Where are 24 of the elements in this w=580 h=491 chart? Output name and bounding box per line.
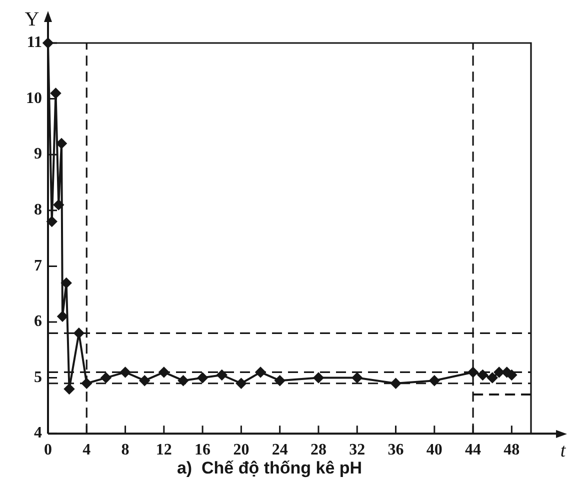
x-tick-label: 28: [310, 441, 326, 458]
x-tick-label: 0: [44, 441, 52, 458]
y-tick-label: 6: [34, 313, 42, 330]
y-tick-label: 4: [34, 424, 42, 442]
x-tick-label: 8: [121, 441, 130, 458]
x-tick-label: 16: [194, 441, 211, 458]
y-tick-label: 7: [34, 257, 42, 274]
x-tick-label: 20: [233, 441, 250, 458]
x-tick-label: 40: [426, 441, 442, 458]
x-tick-label: 4: [82, 441, 91, 458]
text: a) Chế độ thống kê pH: [176, 458, 362, 478]
y-tick-label: 8: [34, 202, 42, 219]
y-tick-label: 9: [34, 146, 42, 163]
y-tick-label: 10: [26, 90, 42, 107]
y-axis-title: Y: [24, 8, 40, 30]
x-tick-label: 44: [465, 441, 482, 458]
x-tick-label: 24: [272, 441, 288, 458]
x-tick-label: 32: [349, 441, 366, 458]
x-tick-label: 36: [388, 441, 404, 458]
y-tick-label: 11: [26, 34, 42, 52]
x-tick-label: 48: [504, 441, 520, 458]
x-axis-title: t: [560, 440, 566, 462]
y-tick-label: 5: [34, 368, 42, 386]
x-tick-label: 12: [156, 441, 172, 458]
